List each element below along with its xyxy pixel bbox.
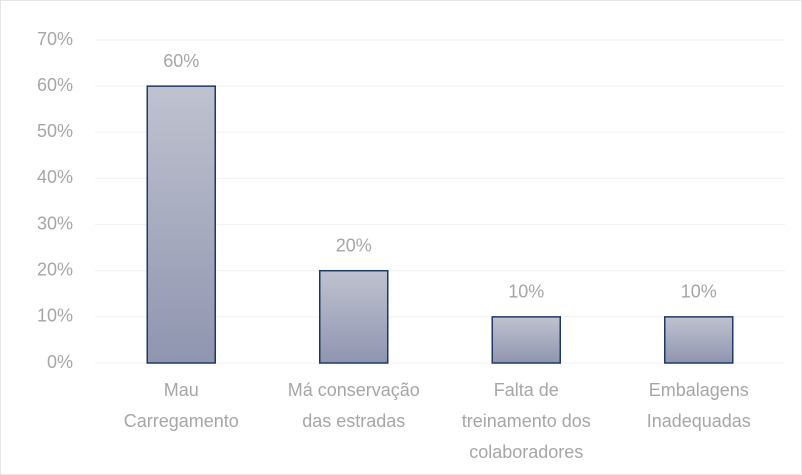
y-tick-label: 50%	[37, 121, 73, 141]
y-tick-label: 30%	[37, 213, 73, 233]
x-tick-label: Embalagens	[649, 380, 749, 400]
y-tick-label: 20%	[37, 259, 73, 279]
data-label: 20%	[336, 235, 372, 255]
y-tick-label: 0%	[47, 352, 73, 372]
data-label: 10%	[681, 282, 717, 302]
y-tick-label: 10%	[37, 306, 73, 326]
bar	[319, 269, 389, 364]
x-tick-label: Inadequadas	[647, 411, 751, 431]
x-tick-label: treinamento dos	[462, 411, 591, 431]
x-tick-label: das estradas	[302, 411, 405, 431]
data-label: 10%	[508, 282, 544, 302]
bar	[491, 316, 561, 364]
y-tick-label: 60%	[37, 75, 73, 95]
x-tick-label: Má conservação	[288, 380, 420, 400]
data-label: 60%	[163, 51, 199, 71]
bar	[146, 85, 216, 364]
x-tick-label: colaboradores	[469, 442, 583, 462]
y-tick-label: 40%	[37, 167, 73, 187]
y-tick-label: 70%	[37, 29, 73, 49]
x-tick-label: Carregamento	[124, 411, 239, 431]
x-tick-label: Falta de	[494, 380, 559, 400]
bar	[664, 316, 734, 364]
x-tick-label: Mau	[164, 380, 199, 400]
